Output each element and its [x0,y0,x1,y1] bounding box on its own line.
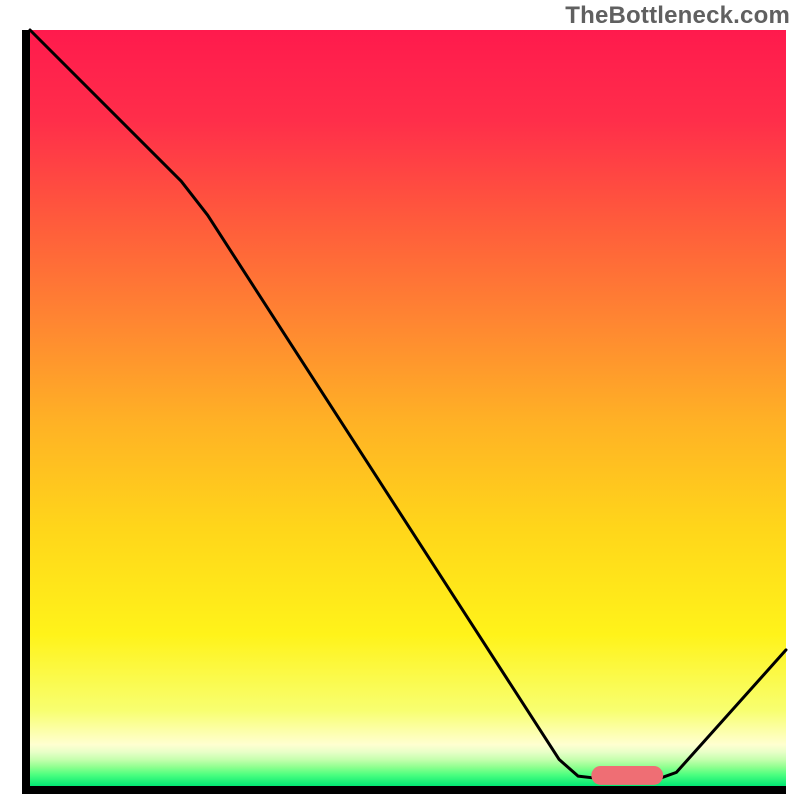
chart-wrapper: TheBottleneck.com [0,0,800,800]
optimum-marker [591,766,663,785]
plot-svg [30,30,786,786]
attribution-text: TheBottleneck.com [565,2,790,30]
